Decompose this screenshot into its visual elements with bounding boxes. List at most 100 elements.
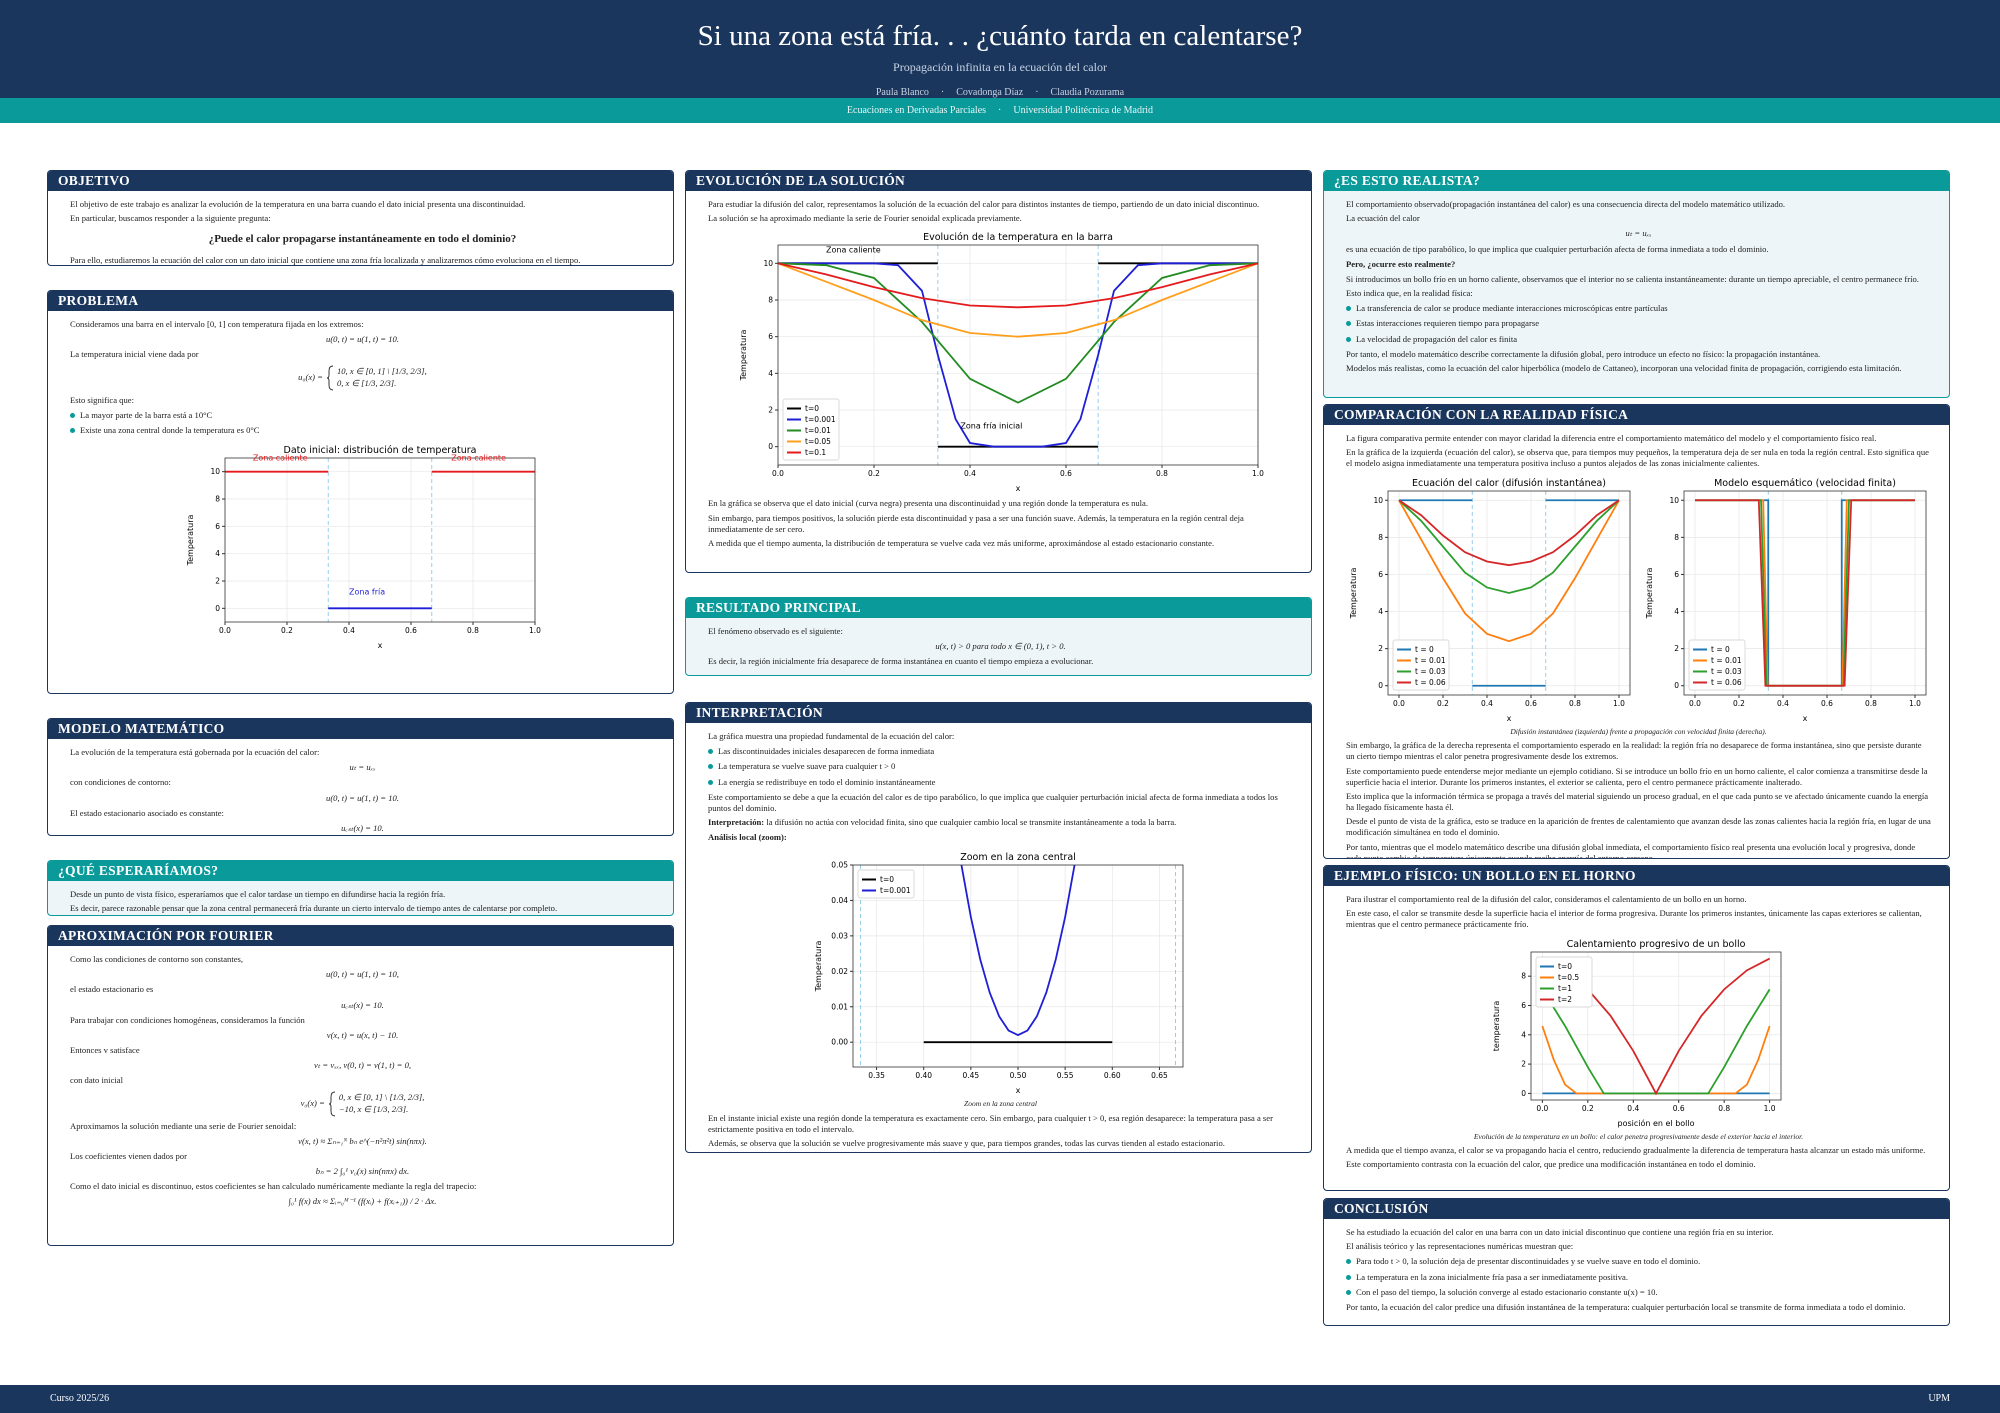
- x-tick-label: 1.0: [1909, 699, 1921, 708]
- x-axis-label: posición en el bollo: [1617, 1118, 1694, 1128]
- legend-label: t=0: [1558, 962, 1572, 971]
- x-tick-label: 0.6: [1672, 1104, 1684, 1113]
- x-tick-label: 1.0: [1252, 469, 1264, 478]
- legend-label: t = 0.01: [1415, 656, 1446, 665]
- y-axis-label: Temperatura: [186, 515, 195, 567]
- section: APROXIMACIÓN POR FOURIER Como las condici…: [47, 925, 674, 1246]
- x-tick-label: 0.65: [1151, 1071, 1168, 1080]
- paragraph: El fenómeno observado es el siguiente:: [708, 626, 843, 636]
- legend-label: t=0.05: [805, 437, 831, 446]
- paragraph: con dato inicial: [70, 1075, 123, 1086]
- separator: ·: [1035, 87, 1039, 98]
- caption: Evolución de la temperatura en un bollo:…: [1473, 1131, 1804, 1141]
- y-tick-label: 10: [1669, 495, 1679, 504]
- paragraph: En este caso, el calor se transmite desd…: [1346, 908, 1922, 930]
- section-title: INTERPRETACIÓN: [686, 703, 1311, 723]
- x-tick-label: 0.8: [467, 626, 479, 635]
- paragraph: es una ecuación de tipo parabólico, lo q…: [1346, 243, 1769, 254]
- x-tick-label: 0.8: [1156, 469, 1168, 478]
- section: ¿ES ESTO REALISTA? El comportamiento obse…: [1323, 170, 1950, 398]
- chart-title: Zoom en la zona central: [960, 852, 1076, 863]
- legend-label: t=2: [1558, 995, 1572, 1004]
- section-body: Para ilustrar el comportamiento real de …: [1324, 886, 1949, 1178]
- case-line: 0, x ∈ [0, 1] \ [1/3, 2/3],: [338, 1092, 425, 1103]
- section: RESULTADO PRINCIPAL El fenómeno observado…: [685, 597, 1312, 676]
- legend-label: t = 0.01: [1711, 656, 1742, 665]
- section-body: El fenómeno observado es el siguiente: u(…: [686, 618, 1311, 675]
- x-tick-label: 0.4: [964, 469, 976, 478]
- bullet-item: La energía se redistribuye en todo el do…: [708, 777, 1293, 788]
- x-tick-label: 0.0: [1393, 699, 1405, 708]
- section-body: El comportamiento observado(propagación …: [1324, 191, 1949, 381]
- chart: 0.0 0.2 0.4 0.6 0.8 1.0 0 2 4 6 8 Calentamiento pro…: [1492, 939, 1781, 1128]
- question: ¿Puede el calor propagarse instantáneame…: [208, 233, 517, 246]
- equation-lead: v₀(x) =: [300, 1097, 325, 1108]
- paragraph: Para trabajar con condiciones homogéneas…: [70, 1014, 305, 1025]
- series-line: [777, 262, 1258, 448]
- paragraph: Interpretación: la difusión no actúa con…: [708, 817, 1293, 828]
- equation: u₀(x) = 10, x ∈ [0, 1] \ [1/3, 2/3], 0, x …: [70, 365, 655, 391]
- y-tick-label: 2: [1521, 1059, 1526, 1068]
- y-tick-label: 8: [768, 296, 773, 305]
- annotation: Zona caliente: [826, 246, 881, 255]
- legend-label: t = 0: [1415, 645, 1434, 654]
- paragraph: Es decir, parece razonable pensar que la…: [70, 903, 558, 914]
- section-title: EVOLUCIÓN DE LA SOLUCIÓN: [686, 171, 1311, 191]
- section-body: La evolución de la temperatura está gobe…: [48, 739, 673, 835]
- x-tick-label: 1.0: [1613, 699, 1625, 708]
- section: MODELO MATEMÁTICO La evolución de la temp…: [47, 718, 674, 836]
- chart-title: Ecuación del calor (difusión instantánea…: [1412, 478, 1606, 489]
- section-title: OBJETIVO: [48, 171, 673, 191]
- section-body: Como las condiciones de contorno son con…: [48, 946, 673, 1216]
- brace: [326, 365, 333, 390]
- y-tick-label: 10: [1373, 495, 1383, 504]
- series-line: [777, 262, 1258, 405]
- separator: ·: [998, 105, 1002, 116]
- chart: 0.0 0.2 0.4 0.6 0.8 1.0 0 2 4 6 8 10 Modelo esquemát…: [1645, 478, 1926, 723]
- case-line: 10, x ∈ [0, 1] \ [1/3, 2/3],: [336, 366, 427, 377]
- chart: 0.0 0.2 0.4 0.6 0.8 1.0 0 2 4 6 8 10 Evolución de la…: [739, 232, 1264, 493]
- paragraph: Análisis local (zoom):: [708, 832, 787, 843]
- y-tick-label: 2: [1378, 644, 1383, 653]
- equation: v(x, t) ≈ Σₙ₌₁ᴺ bₙ e^(−n²π²t) sin(nπx).: [298, 1135, 427, 1146]
- paragraph: Desde el punto de vista de la gráfica, e…: [1346, 816, 1931, 838]
- x-tick-label: 0.60: [1103, 1071, 1120, 1080]
- y-tick-label: 6: [1521, 1001, 1526, 1010]
- x-tick-label: 0.8: [1718, 1104, 1730, 1113]
- series-line: [777, 262, 1258, 309]
- paragraph: Modelos más realistas, como la ecuación …: [1346, 362, 1902, 373]
- y-tick-label: 0.05: [831, 861, 848, 870]
- y-tick-label: 6: [1674, 569, 1679, 578]
- x-tick-label: 0.55: [1056, 1071, 1073, 1080]
- poster-subtitle: Propagación infinita en la ecuación del …: [893, 60, 1107, 74]
- footer-right: UPM: [1928, 1393, 1950, 1404]
- equation: v(x, t) = u(x, t) − 10.: [326, 1029, 399, 1040]
- paragraph: A medida que el tiempo aumenta, la distr…: [708, 537, 1215, 548]
- paragraph: Se ha estudiado la ecuación del calor en…: [1346, 1227, 1774, 1237]
- equation: u(x, t) > 0 para todo x ∈ (0, 1), t > 0.: [935, 641, 1066, 652]
- paragraph: La solución se ha aproximado mediante la…: [708, 213, 1022, 224]
- equation: v₀(x) = 0, x ∈ [0, 1] \ [1/3, 2/3], −10, x…: [70, 1091, 655, 1117]
- y-axis-label: Temperatura: [739, 330, 748, 382]
- y-tick-label: 4: [215, 549, 220, 558]
- y-tick-label: 0.03: [831, 932, 848, 941]
- chart-title: Evolución de la temperatura en la barra: [923, 232, 1113, 243]
- bullet-item: La mayor parte de la barra está a 10°C: [70, 410, 655, 421]
- legend-label: t = 0: [1711, 645, 1730, 654]
- series-line: [777, 262, 1258, 338]
- paragraph: La ecuación del calor: [1346, 213, 1420, 224]
- section-body: El objetivo de este trabajo es analizar …: [48, 191, 673, 265]
- y-tick-label: 0.01: [831, 1003, 848, 1012]
- x-tick-label: 0.2: [868, 469, 880, 478]
- series-group: [1398, 498, 1620, 687]
- paragraph: Esto implica que la información térmica …: [1346, 790, 1929, 813]
- y-tick-label: 2: [1674, 644, 1679, 653]
- paragraph: Aproximamos la solución mediante una ser…: [70, 1120, 297, 1131]
- paragraph: En particular, buscamos responder a la s…: [70, 213, 271, 224]
- y-tick-label: 0: [215, 604, 220, 613]
- y-tick-label: 8: [1378, 532, 1383, 541]
- x-tick-label: 0.4: [1777, 699, 1789, 708]
- plot-area: [224, 458, 535, 623]
- section-body: La gráfica muestra una propiedad fundame…: [686, 723, 1311, 1152]
